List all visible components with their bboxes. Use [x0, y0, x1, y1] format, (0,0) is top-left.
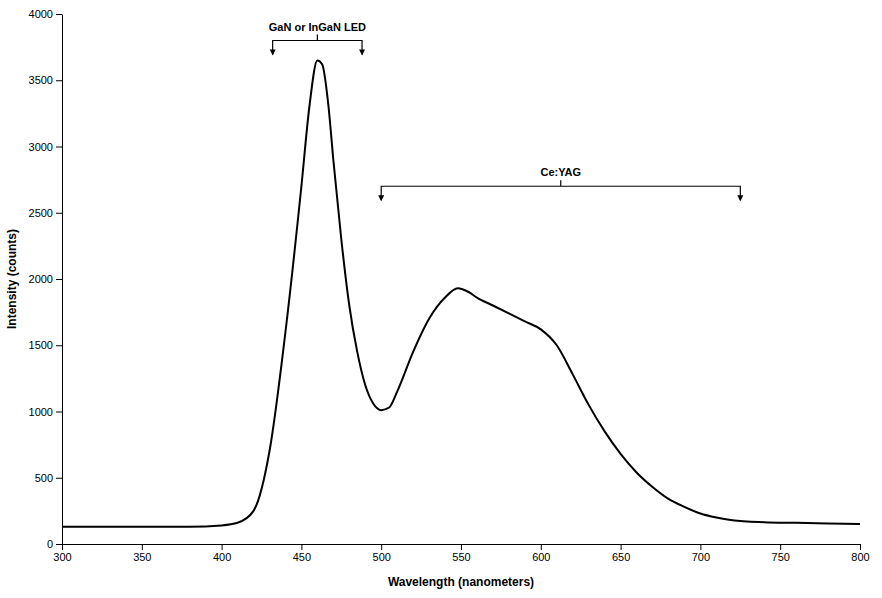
spectrum-line — [62, 60, 860, 526]
y-tick: 2000 — [29, 273, 62, 285]
x-tick-mark — [62, 544, 63, 550]
x-tick-mark — [381, 544, 382, 550]
y-tick-mark — [56, 544, 62, 545]
x-tick-mark — [541, 544, 542, 550]
y-tick: 4000 — [29, 8, 62, 20]
x-tick: 450 — [293, 544, 311, 563]
y-tick: 0 — [47, 538, 62, 550]
x-tick-label: 700 — [692, 551, 710, 563]
x-tick-mark — [780, 544, 781, 550]
y-tick-label: 1000 — [29, 406, 53, 418]
y-tick-mark — [56, 147, 62, 148]
x-tick: 600 — [532, 544, 550, 563]
x-tick-label: 400 — [213, 551, 231, 563]
y-tick-mark — [56, 412, 62, 413]
y-tick-label: 3500 — [29, 74, 53, 86]
bracket-line — [381, 180, 740, 200]
marks — [62, 60, 860, 526]
y-tick-label: 1500 — [29, 339, 53, 351]
x-tick-label: 350 — [133, 551, 151, 563]
x-tick-mark — [222, 544, 223, 550]
y-axis-title: Intensity (counts) — [5, 229, 19, 329]
x-tick: 700 — [692, 544, 710, 563]
y-tick: 500 — [35, 472, 62, 484]
x-tick-mark — [142, 544, 143, 550]
x-tick-mark — [621, 544, 622, 550]
annotation-label: Ce:YAG — [540, 166, 581, 178]
bracket-arrow — [378, 195, 384, 201]
y-tick-label: 2000 — [29, 273, 53, 285]
x-tick-label: 550 — [452, 551, 470, 563]
plot: 300 350 400 450 500 550 600 650 700 750 800 0 500 100… — [29, 8, 870, 563]
x-tick-mark — [301, 544, 302, 550]
y-tick-mark — [56, 14, 62, 15]
y-tick-label: 0 — [47, 538, 53, 550]
bracket-arrow — [359, 50, 365, 56]
y-tick-mark — [56, 279, 62, 280]
y-tick: 2500 — [29, 207, 62, 219]
x-tick-mark — [860, 544, 861, 550]
y-tick: 1500 — [29, 339, 62, 351]
y-tick: 3500 — [29, 74, 62, 86]
y-axis-line — [62, 15, 63, 545]
x-tick-label: 500 — [373, 551, 391, 563]
x-tick: 300 — [53, 544, 71, 563]
y-tick-label: 3000 — [29, 141, 53, 153]
x-tick-label: 650 — [612, 551, 630, 563]
x-tick-label: 800 — [851, 551, 869, 563]
chart: 300 350 400 450 500 550 600 650 700 750 800 0 500 100… — [0, 0, 882, 598]
y-tick: 1000 — [29, 406, 62, 418]
y-tick-mark — [56, 478, 62, 479]
x-tick-label: 750 — [772, 551, 790, 563]
x-tick: 800 — [851, 544, 869, 563]
x-tick: 500 — [373, 544, 391, 563]
x-tick: 650 — [612, 544, 630, 563]
annotation-label: GaN or InGaN LED — [269, 21, 366, 33]
y-axis: 0 500 1000 1500 2000 2500 3000 3500 4000 — [29, 8, 63, 550]
x-axis: 300 350 400 450 500 550 600 650 700 750 800 — [53, 544, 869, 563]
x-tick-label: 300 — [53, 551, 71, 563]
x-tick-label: 450 — [293, 551, 311, 563]
x-tick-mark — [461, 544, 462, 550]
y-tick-mark — [56, 345, 62, 346]
y-tick-label: 500 — [35, 472, 53, 484]
bracket-arrow — [270, 50, 276, 56]
x-tick-mark — [700, 544, 701, 550]
x-tick: 400 — [213, 544, 231, 563]
y-tick-mark — [56, 80, 62, 81]
x-tick: 350 — [133, 544, 151, 563]
annotations: GaN or InGaN LED Ce:YAG — [269, 21, 744, 202]
y-tick-label: 2500 — [29, 207, 53, 219]
x-tick: 750 — [772, 544, 790, 563]
bracket-line — [273, 35, 362, 55]
y-tick: 3000 — [29, 141, 62, 153]
x-tick-label: 600 — [532, 551, 550, 563]
annotation-bracket: GaN or InGaN LED — [269, 21, 366, 56]
x-tick: 550 — [452, 544, 470, 563]
y-tick-mark — [56, 213, 62, 214]
bracket-arrow — [737, 195, 743, 201]
annotation-bracket: Ce:YAG — [378, 166, 743, 201]
y-tick-label: 4000 — [29, 8, 53, 20]
x-axis-title: Wavelength (nanometers) — [388, 575, 534, 589]
